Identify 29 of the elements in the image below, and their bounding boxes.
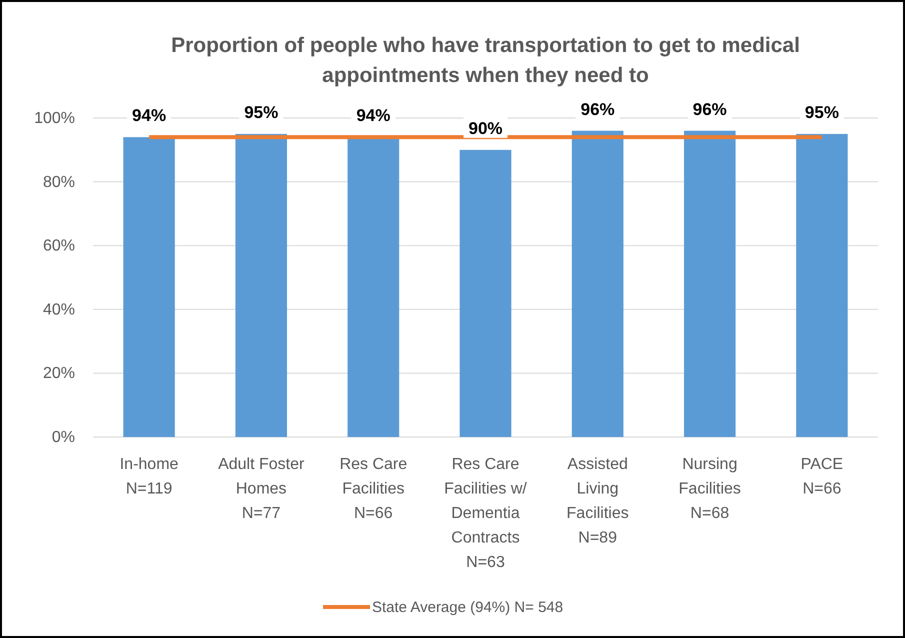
- bar: [460, 150, 512, 437]
- y-tick-label: 0%: [52, 429, 75, 446]
- data-label: 95%: [804, 102, 839, 122]
- y-tick-label: 20%: [42, 365, 75, 382]
- legend-label: State Average (94%) N= 548: [372, 599, 564, 616]
- x-tick-label: Nursing Facilities N=68: [678, 456, 741, 522]
- bar: [348, 137, 400, 437]
- chart-title: Proportion of people who have transportation to get to medical appointments when they need to: [171, 34, 800, 87]
- x-tick-label: PACE N=66: [800, 456, 844, 498]
- y-tick-label: 80%: [42, 174, 75, 191]
- bar: [572, 130, 624, 437]
- bar: [123, 137, 175, 437]
- bar: [796, 134, 848, 437]
- data-label: 94%: [132, 106, 166, 126]
- data-label: 96%: [692, 100, 727, 119]
- x-tick-label: Res Care Facilities N=66: [340, 456, 408, 522]
- x-tick-label: In-home N=119: [120, 456, 179, 498]
- bar: [235, 134, 288, 437]
- bar: [684, 130, 736, 437]
- x-tick-label: Assisted Living Facilities N=89: [566, 456, 629, 546]
- x-tick-label: Adult Foster Homes N=77: [218, 456, 306, 522]
- data-label: 90%: [468, 118, 503, 138]
- data-label: 94%: [356, 106, 390, 126]
- data-label: 96%: [580, 100, 615, 119]
- y-tick-label: 100%: [34, 110, 75, 127]
- data-label: 95%: [244, 102, 278, 122]
- y-tick-label: 40%: [42, 301, 75, 318]
- y-tick-label: 60%: [42, 238, 75, 255]
- x-tick-label: Res Care Facilities w/ Dementia Contracts N=63: [444, 456, 528, 571]
